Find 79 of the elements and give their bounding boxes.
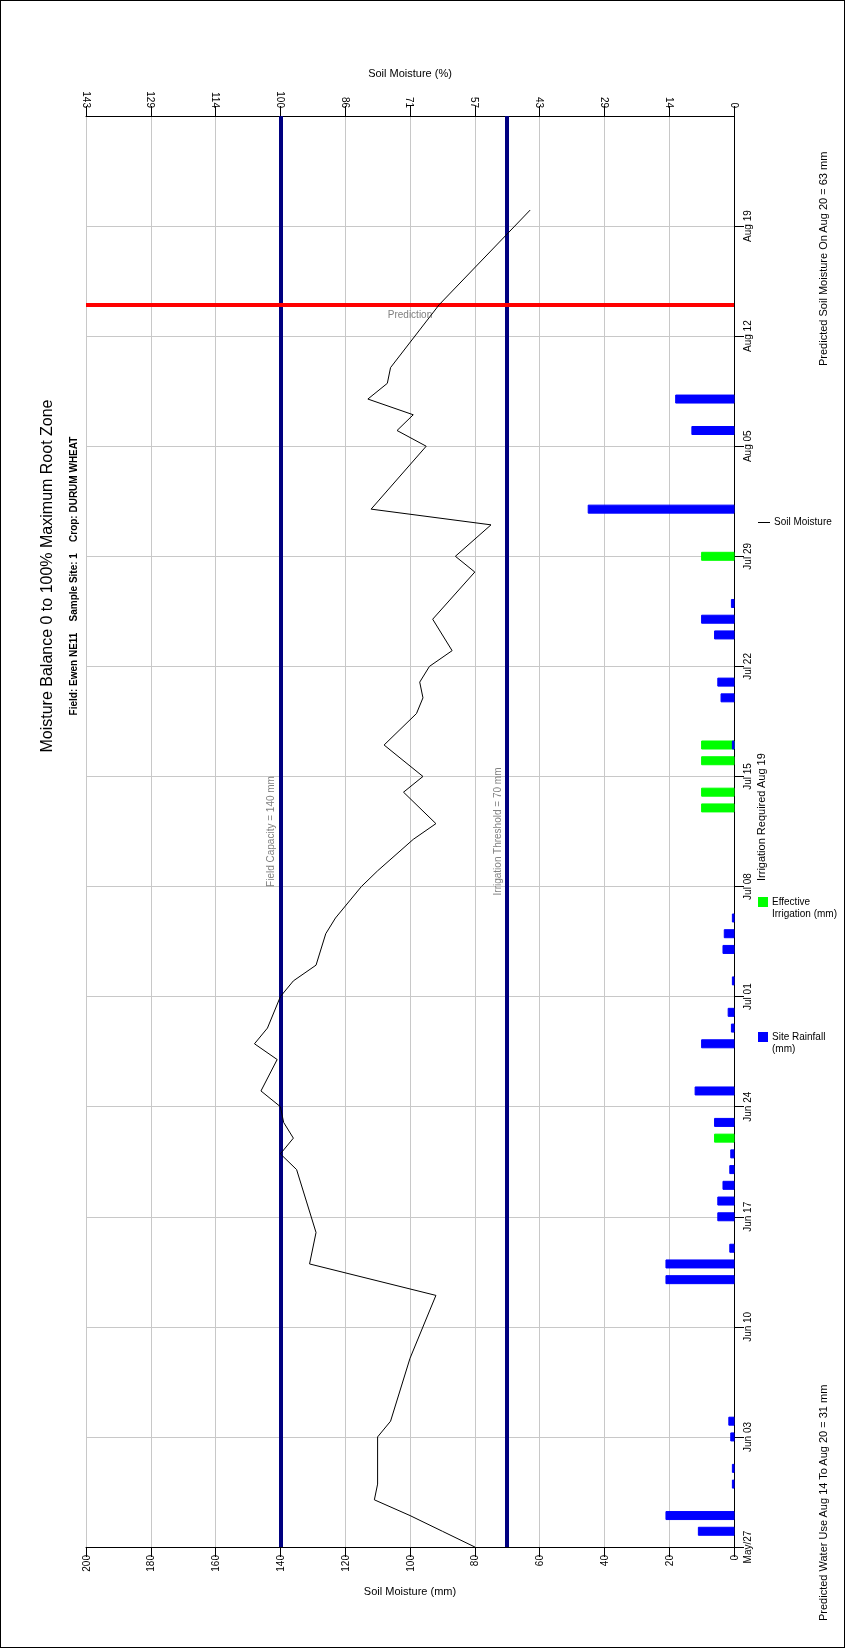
bar <box>730 1023 735 1033</box>
y-tick-label: Jun 10 <box>741 1311 753 1342</box>
text: Moisture Balance 0 to 100% Maximum Root Zone <box>37 399 55 753</box>
text: Field: Ewen NE11 Sample Site: 1 Crop: DURUM WHEAT <box>67 436 79 716</box>
bar <box>701 787 735 797</box>
bar <box>722 1180 735 1190</box>
x2-tick-label: 129 <box>145 91 157 109</box>
bar <box>727 1007 735 1017</box>
text: Predicted Soil Moisture On Aug 20 = 63 mm <box>817 151 829 366</box>
y-tick-label: Jul 22 <box>741 652 753 680</box>
bar <box>701 551 735 561</box>
x2-tick-label: 86 <box>339 96 351 109</box>
x-tick-label: 40 <box>598 1554 610 1567</box>
legend-label: Soil Moisture <box>774 516 832 528</box>
bar <box>729 1243 735 1253</box>
y-tick-label: Jun 03 <box>741 1421 753 1452</box>
x-tick-label: 60 <box>534 1554 546 1567</box>
y-tick-label: Jul 01 <box>741 982 753 1010</box>
y-tick-label: Jul 08 <box>741 872 753 900</box>
y-tick-label: Aug 19 <box>741 209 753 242</box>
legend-label: Site Rainfall (mm) <box>772 1031 827 1055</box>
x-tick-label: 140 <box>274 1554 286 1572</box>
bar <box>691 426 735 436</box>
ref-line-label: Prediction <box>387 309 433 321</box>
bar <box>701 740 735 750</box>
bar <box>665 1275 735 1285</box>
y-tick-label: Jul 15 <box>741 762 753 790</box>
y-tick-label: Aug 05 <box>741 429 753 463</box>
bar <box>729 1165 735 1175</box>
text: Predicted Water Use Aug 14 To Aug 20 = 31 mm <box>817 1384 829 1621</box>
y-tick-label: Aug 12 <box>741 319 753 353</box>
bar <box>723 929 735 939</box>
bar <box>730 598 735 608</box>
bar <box>714 1117 735 1127</box>
x-tick-label: 80 <box>469 1554 481 1567</box>
y-tick-label: Jun 17 <box>741 1201 753 1232</box>
x-axis-title: Soil Moisture (mm) <box>363 1584 457 1597</box>
bar <box>714 1133 735 1143</box>
x2-tick-label: 43 <box>534 96 546 109</box>
bar <box>697 1526 735 1536</box>
x2-tick-label: 100 <box>274 91 286 109</box>
bar <box>728 1416 735 1426</box>
bar <box>701 756 735 766</box>
x-tick-label: 180 <box>145 1554 157 1572</box>
ref-line-label: Irrigation Threshold = 70 mm <box>491 767 503 896</box>
legend-label: Effective Irrigation (mm) <box>772 896 838 920</box>
x-tick-label: 120 <box>339 1554 351 1572</box>
bar <box>665 1511 735 1521</box>
y-tick-label: Jul 29 <box>741 542 753 570</box>
x-tick-label: 20 <box>663 1554 675 1567</box>
x-tick-label: 200 <box>80 1554 92 1572</box>
text: Irrigation Required Aug 19 <box>755 753 767 881</box>
x2-tick-label: 14 <box>663 96 675 109</box>
bar <box>717 677 735 687</box>
bar <box>675 394 735 404</box>
x2-tick-label: 143 <box>80 91 92 109</box>
bar <box>730 1149 735 1159</box>
y-tick-label: Jun 24 <box>741 1091 753 1122</box>
x-tick-label: 100 <box>404 1554 416 1572</box>
x2-tick-label: 71 <box>404 96 416 109</box>
x2-tick-label: 114 <box>210 92 222 109</box>
ref-line-label: Field Capacity = 140 mm <box>264 776 276 887</box>
bar <box>665 1259 735 1269</box>
bar <box>720 693 735 703</box>
bar <box>717 1196 735 1206</box>
bar <box>701 803 735 813</box>
bar <box>587 504 735 514</box>
x-tick-label: 160 <box>210 1554 222 1572</box>
bar <box>701 1039 735 1049</box>
y-tick-label: May/27 <box>741 1530 753 1564</box>
x2-tick-label: 29 <box>598 96 610 109</box>
bar <box>717 1212 735 1222</box>
bar <box>701 614 735 624</box>
bar <box>694 1086 735 1096</box>
bar <box>722 944 735 954</box>
bar <box>714 630 735 640</box>
bar <box>730 1432 735 1442</box>
x2-axis-title: Soil Moisture (%) <box>368 66 452 79</box>
x2-tick-label: 57 <box>469 96 481 109</box>
